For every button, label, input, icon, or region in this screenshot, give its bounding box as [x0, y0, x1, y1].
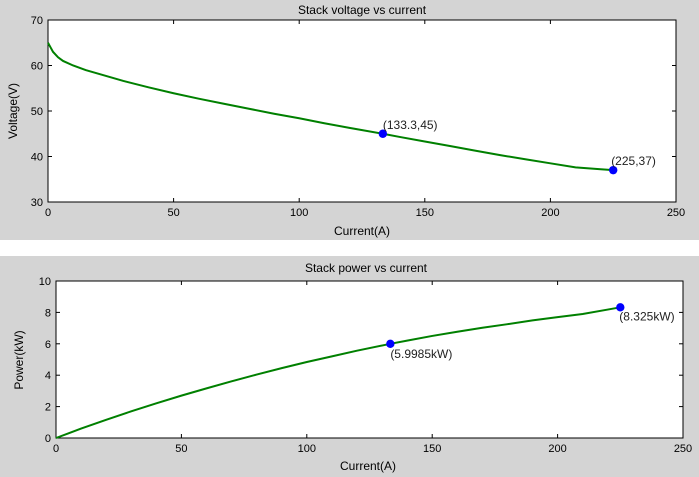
data-point-marker: [386, 339, 395, 349]
x-tick-label: 0: [53, 443, 59, 455]
y-tick-label: 70: [31, 15, 43, 27]
y-tick-label: 50: [31, 106, 43, 118]
voltage-plot-area: [47, 19, 677, 203]
voltage-x-axis-label: Current(A): [334, 224, 390, 238]
x-tick-label: 100: [290, 207, 308, 219]
x-tick-label: 100: [298, 443, 316, 455]
data-point-label: (5.9985kW): [390, 347, 452, 361]
power-y-axis-label: Power(kW): [12, 330, 26, 389]
x-tick-label: 200: [548, 443, 566, 455]
y-tick-label: 30: [31, 197, 43, 209]
x-tick-label: 0: [45, 207, 51, 219]
voltage-data-points: (133.3,45) (225,37): [378, 118, 656, 175]
power-data-points: (5.9985kW) (8.325kW): [386, 303, 675, 361]
power-chart-panel: Stack power vs current 0 50 100 150 200 250 0 2…: [0, 256, 699, 477]
voltage-chart-title: Stack voltage vs current: [298, 3, 427, 17]
data-point-label: (133.3,45): [383, 118, 438, 132]
x-tick-label: 50: [175, 443, 187, 455]
power-plot-area: [55, 280, 684, 439]
voltage-y-axis-label: Voltage(V): [6, 83, 20, 139]
power-chart-title: Stack power vs current: [305, 261, 428, 275]
x-tick-label: 150: [423, 443, 441, 455]
x-tick-label: 250: [667, 207, 685, 219]
power-series-line: [55, 306, 621, 439]
data-point-label: (8.325kW): [619, 309, 674, 323]
y-tick-label: 6: [45, 339, 51, 351]
panel-divider: [0, 240, 699, 256]
x-tick-label: 250: [674, 443, 692, 455]
y-tick-label: 60: [31, 61, 43, 73]
power-x-axis-label: Current(A): [340, 459, 396, 473]
y-tick-label: 40: [31, 152, 43, 164]
y-tick-label: 10: [39, 276, 51, 288]
x-tick-label: 50: [167, 207, 179, 219]
voltage-chart-panel: Stack voltage vs current 0 50 100 150 200 250…: [6, 3, 686, 238]
y-tick-label: 2: [45, 402, 51, 414]
x-tick-label: 150: [416, 207, 434, 219]
voltage-series-line: [47, 42, 614, 172]
data-point-marker: [378, 129, 388, 138]
y-tick-label: 4: [45, 370, 51, 382]
y-tick-label: 8: [45, 307, 51, 319]
voltage-axis-ticks: 0 50 100 150 200 250 30 40 50 60 70: [31, 15, 685, 219]
data-point-marker: [609, 165, 618, 175]
x-tick-label: 200: [541, 207, 559, 219]
y-tick-label: 0: [45, 433, 51, 445]
data-point-marker: [616, 303, 625, 312]
power-axis-ticks: 0 50 100 150 200 250 0 2 4 6 8 10: [39, 276, 692, 455]
data-point-label: (225,37): [611, 154, 656, 168]
